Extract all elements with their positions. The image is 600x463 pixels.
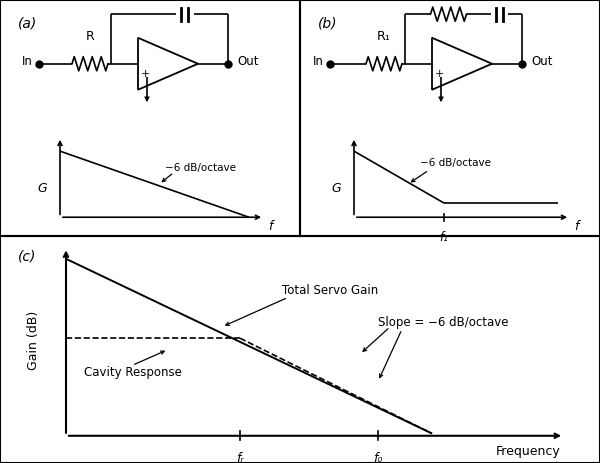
- Text: f₁: f₁: [440, 232, 448, 244]
- Text: f₀: f₀: [373, 452, 383, 463]
- Text: f: f: [574, 220, 578, 233]
- Text: Cavity Response: Cavity Response: [84, 366, 182, 379]
- Text: (a): (a): [18, 17, 37, 31]
- Text: +: +: [435, 69, 444, 79]
- Text: Frequency: Frequency: [496, 445, 560, 458]
- Text: Gain (dB): Gain (dB): [26, 311, 40, 370]
- Text: −6 dB/octave: −6 dB/octave: [165, 163, 236, 173]
- Text: C: C: [183, 0, 192, 1]
- Text: Total Servo Gain: Total Servo Gain: [282, 284, 378, 297]
- Text: −6 dB/octave: −6 dB/octave: [420, 158, 491, 168]
- Text: Slope = −6 dB/octave: Slope = −6 dB/octave: [378, 316, 509, 329]
- Text: In: In: [313, 55, 324, 68]
- Text: +: +: [141, 69, 150, 79]
- Text: In: In: [22, 55, 33, 68]
- Text: fᵣ: fᵣ: [236, 452, 244, 463]
- Text: G: G: [331, 182, 341, 195]
- Text: (c): (c): [18, 250, 37, 264]
- Text: (b): (b): [318, 17, 337, 31]
- Text: f: f: [268, 220, 272, 233]
- Text: Out: Out: [531, 55, 553, 68]
- Text: R: R: [86, 30, 94, 43]
- Text: R₁: R₁: [377, 30, 391, 43]
- Text: Out: Out: [237, 55, 259, 68]
- Text: G: G: [37, 182, 47, 195]
